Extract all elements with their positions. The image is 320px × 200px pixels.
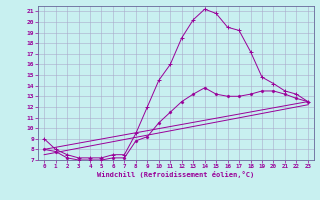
X-axis label: Windchill (Refroidissement éolien,°C): Windchill (Refroidissement éolien,°C) (97, 171, 255, 178)
